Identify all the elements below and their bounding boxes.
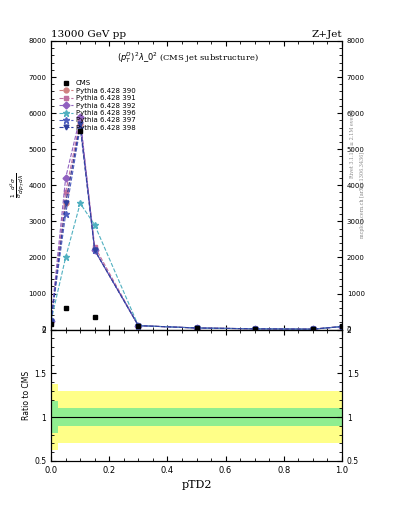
Pythia 6.428 396 <box>194 325 199 331</box>
Pythia 6.428 396 <box>252 326 257 332</box>
Line: Pythia 6.428 392: Pythia 6.428 392 <box>49 114 344 332</box>
Pythia 6.428 390 <box>78 121 83 127</box>
Y-axis label: $\frac{1}{\sigma}\frac{d^2\sigma}{dp_T\,d\lambda}$: $\frac{1}{\sigma}\frac{d^2\sigma}{dp_T\,… <box>9 173 27 198</box>
Bar <box>117 391 167 443</box>
Pythia 6.428 398 <box>340 324 344 330</box>
Pythia 6.428 397 <box>92 247 97 253</box>
Pythia 6.428 392 <box>310 326 315 332</box>
Pythia 6.428 392 <box>49 317 53 324</box>
Pythia 6.428 398 <box>63 200 68 206</box>
Pythia 6.428 390 <box>194 325 199 331</box>
Pythia 6.428 392 <box>136 323 141 329</box>
Line: Pythia 6.428 397: Pythia 6.428 397 <box>48 124 345 332</box>
Bar <box>167 408 226 426</box>
Pythia 6.428 391 <box>92 244 97 250</box>
Pythia 6.428 397 <box>310 326 315 332</box>
CMS <box>78 128 83 134</box>
Y-axis label: Ratio to CMS: Ratio to CMS <box>22 371 31 420</box>
Bar <box>88 408 117 426</box>
Text: Z+Jet: Z+Jet <box>311 30 342 39</box>
Line: Pythia 6.428 390: Pythia 6.428 390 <box>49 121 344 332</box>
Bar <box>284 408 327 426</box>
Pythia 6.428 392 <box>340 324 344 330</box>
Bar <box>73 391 87 443</box>
CMS <box>194 325 199 331</box>
Line: Pythia 6.428 396: Pythia 6.428 396 <box>48 200 345 332</box>
Pythia 6.428 397 <box>194 325 199 331</box>
Bar <box>88 391 117 443</box>
Bar <box>226 408 284 426</box>
Bar <box>51 384 59 451</box>
Pythia 6.428 390 <box>252 326 257 332</box>
Pythia 6.428 391 <box>252 326 257 332</box>
Bar <box>327 391 342 443</box>
Bar <box>327 408 342 426</box>
Pythia 6.428 397 <box>136 323 141 329</box>
Pythia 6.428 398 <box>92 247 97 253</box>
CMS <box>252 326 257 332</box>
Pythia 6.428 396 <box>340 324 344 330</box>
CMS <box>63 305 68 311</box>
Text: Rivet 3.1.10, ≥ 2.1M events: Rivet 3.1.10, ≥ 2.1M events <box>350 109 355 178</box>
Line: Pythia 6.428 398: Pythia 6.428 398 <box>49 121 344 332</box>
Pythia 6.428 398 <box>78 121 83 127</box>
Pythia 6.428 396 <box>92 222 97 228</box>
Pythia 6.428 391 <box>63 189 68 196</box>
CMS <box>136 323 141 329</box>
Bar <box>284 391 327 443</box>
Pythia 6.428 396 <box>78 200 83 206</box>
Pythia 6.428 398 <box>310 326 315 332</box>
Pythia 6.428 390 <box>136 323 141 329</box>
Pythia 6.428 396 <box>310 326 315 332</box>
Pythia 6.428 392 <box>194 325 199 331</box>
Bar <box>117 408 167 426</box>
Bar <box>73 408 87 426</box>
Pythia 6.428 397 <box>49 317 53 324</box>
Line: CMS: CMS <box>49 129 344 332</box>
CMS <box>49 321 53 327</box>
Bar <box>167 391 226 443</box>
Pythia 6.428 390 <box>310 326 315 332</box>
Pythia 6.428 397 <box>78 124 83 131</box>
CMS <box>92 314 97 320</box>
Pythia 6.428 392 <box>78 114 83 120</box>
Pythia 6.428 392 <box>63 175 68 181</box>
Text: mcplots.cern.ch [arXiv:1306.3436]: mcplots.cern.ch [arXiv:1306.3436] <box>360 152 365 238</box>
Bar <box>59 391 73 443</box>
Pythia 6.428 391 <box>194 325 199 331</box>
Line: Pythia 6.428 391: Pythia 6.428 391 <box>49 118 344 332</box>
Pythia 6.428 396 <box>49 317 53 324</box>
Pythia 6.428 398 <box>194 325 199 331</box>
Pythia 6.428 392 <box>252 326 257 332</box>
Pythia 6.428 390 <box>49 317 53 324</box>
Pythia 6.428 391 <box>78 117 83 123</box>
Pythia 6.428 390 <box>63 200 68 206</box>
Pythia 6.428 397 <box>252 326 257 332</box>
Text: 13000 GeV pp: 13000 GeV pp <box>51 30 126 39</box>
Pythia 6.428 397 <box>340 324 344 330</box>
Bar <box>51 401 59 433</box>
Pythia 6.428 398 <box>252 326 257 332</box>
Pythia 6.428 398 <box>49 317 53 324</box>
Pythia 6.428 391 <box>340 324 344 330</box>
Bar <box>59 408 73 426</box>
Pythia 6.428 391 <box>49 317 53 324</box>
Bar <box>226 391 284 443</box>
Legend: CMS, Pythia 6.428 390, Pythia 6.428 391, Pythia 6.428 392, Pythia 6.428 396, Pyt: CMS, Pythia 6.428 390, Pythia 6.428 391,… <box>57 79 137 132</box>
Pythia 6.428 398 <box>136 323 141 329</box>
Pythia 6.428 396 <box>63 254 68 261</box>
Text: $(p_T^D)^2\lambda\_0^2$ (CMS jet substructure): $(p_T^D)^2\lambda\_0^2$ (CMS jet substru… <box>117 50 259 65</box>
CMS <box>310 326 315 332</box>
Pythia 6.428 391 <box>310 326 315 332</box>
Pythia 6.428 392 <box>92 247 97 253</box>
Pythia 6.428 390 <box>92 247 97 253</box>
Pythia 6.428 390 <box>340 324 344 330</box>
Pythia 6.428 396 <box>136 323 141 329</box>
Pythia 6.428 397 <box>63 211 68 217</box>
X-axis label: pTD2: pTD2 <box>181 480 212 490</box>
CMS <box>340 323 344 329</box>
Pythia 6.428 391 <box>136 323 141 329</box>
